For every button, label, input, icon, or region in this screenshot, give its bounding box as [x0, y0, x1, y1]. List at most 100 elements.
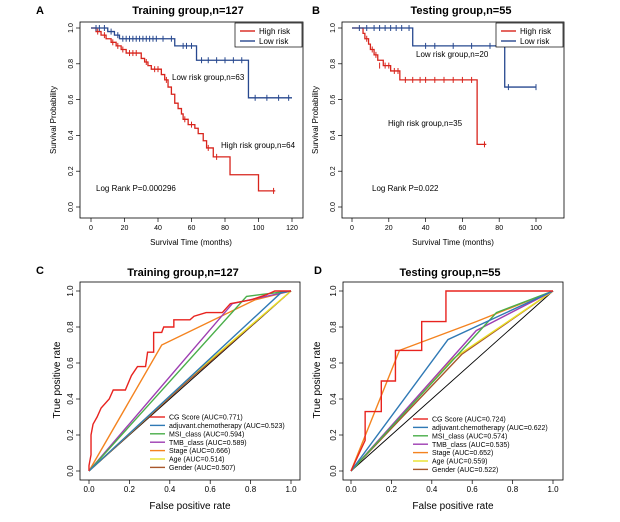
panel-a-low-risk-annotation: Low risk group,n=63 — [172, 73, 245, 82]
panel-c-x-tick-label: 0.8 — [245, 485, 257, 494]
panel-a-km-curve-low-risk — [91, 27, 292, 99]
panel-b: B Testing group,n=55 0 20 40 60 80 100 0.0 0.2… — [311, 5, 565, 247]
panel-d-roc-curve-adjuvant-chemotherapy — [350, 290, 554, 472]
panel-b-low-risk-annotation: Low risk group,n=20 — [416, 50, 489, 59]
panel-d-y-tick-label: 0.0 — [329, 465, 338, 477]
panel-b-x-tick-label: 40 — [422, 225, 430, 232]
panel-d-y-label: True positive rate — [312, 341, 323, 418]
panel-letter-a: A — [36, 5, 44, 17]
panel-a-x-tick-label: 100 — [253, 225, 265, 232]
panel-d: D Testing group,n=55 0.0 0.2 0.4 0.6 0.8 1.0 … — [312, 265, 564, 512]
panel-a-log-rank: Log Rank P=0.000296 — [96, 184, 176, 193]
panel-a-y-tick-label: 1.0 — [68, 23, 75, 33]
panel-d-y-tick-label: 0.2 — [329, 429, 338, 441]
panel-b-legend-low: Low risk — [520, 37, 550, 46]
panel-a-legend-high: High risk — [259, 27, 291, 36]
panel-b-y-tick-label: 0.2 — [330, 166, 337, 176]
panel-a-y-axis: 0.0 0.2 0.4 0.6 0.8 1.0 — [68, 23, 80, 212]
panel-b-legend-high: High risk — [520, 27, 552, 36]
panel-a-x-tick-label: 80 — [221, 225, 229, 232]
panel-c-y-axis: 0.0 0.2 0.4 0.6 0.8 1.0 — [66, 285, 80, 477]
panel-d-x-tick-label: 0.0 — [345, 485, 357, 494]
panel-b-title: Testing group,n=55 — [411, 5, 512, 17]
panel-d-y-tick-label: 0.8 — [329, 321, 338, 333]
panel-a-y-tick-label: 0.0 — [68, 202, 75, 212]
panel-a-y-tick-label: 0.8 — [68, 59, 75, 69]
panel-d-x-axis: 0.0 0.2 0.4 0.6 0.8 1.0 — [345, 480, 559, 494]
panel-c-y-tick-label: 0.4 — [66, 393, 75, 405]
panel-c-legend-label-stage: Stage (AUC=0.666) — [169, 448, 230, 455]
panel-c-y-tick-label: 0.2 — [66, 429, 75, 441]
panel-b-x-label: Survival Time (months) — [412, 238, 494, 247]
panel-letter-b: B — [312, 5, 320, 17]
panel-a-x-tick-label: 0 — [89, 225, 93, 232]
panel-d-roc-curve-tmb-class — [350, 290, 554, 472]
panel-b-x-tick-label: 80 — [495, 225, 503, 232]
panel-d-series — [350, 290, 554, 472]
panel-letter-c: C — [36, 265, 44, 277]
panel-a-x-axis: 0 20 40 60 80 100 120 — [89, 218, 298, 232]
panel-c-y-label: True positive rate — [52, 341, 63, 418]
panel-a-x-tick-label: 20 — [121, 225, 129, 232]
panel-c-y-tick-label: 0.6 — [66, 357, 75, 369]
panel-c-legend-label-tmb-class: TMB_class (AUC=0.589) — [169, 440, 247, 447]
panel-d-y-axis: 0.0 0.2 0.4 0.6 0.8 1.0 — [329, 285, 343, 477]
panel-b-x-tick-label: 20 — [385, 225, 393, 232]
panel-d-roc-curve-cg-score — [350, 290, 553, 472]
panel-a-title: Training group,n=127 — [132, 5, 244, 17]
panel-a-series — [91, 25, 292, 194]
panel-b-x-axis: 0 20 40 60 80 100 — [350, 218, 542, 232]
panel-b-high-risk-annotation: High risk group,n=35 — [388, 119, 463, 128]
panel-d-x-tick-label: 1.0 — [547, 485, 559, 494]
panel-d-legend-label-gender: Gender (AUC=0.522) — [432, 467, 498, 474]
panel-d-legend-label-cg-score: CG Score (AUC=0.724) — [432, 417, 506, 424]
panel-c-legend-label-adjuvant-chemotherapy: adjuvant.chemotherapy (AUC=0.523) — [169, 423, 285, 430]
panel-c-x-tick-label: 0.0 — [83, 485, 95, 494]
panel-c: C Training group,n=127 0.0 0.2 0.4 0.6 0.8 1.… — [36, 265, 301, 512]
panel-b-legend: High risk Low risk — [495, 22, 564, 48]
panel-d-x-tick-label: 0.4 — [426, 485, 438, 494]
panel-b-x-tick-label: 0 — [350, 225, 354, 232]
panel-c-legend-label-cg-score: CG Score (AUC=0.771) — [169, 415, 243, 422]
panel-b-y-tick-label: 1.0 — [330, 23, 337, 33]
panel-c-y-tick-label: 0.0 — [66, 465, 75, 477]
panel-b-km-curve-low-risk — [352, 27, 536, 88]
panel-letter-d: D — [314, 265, 322, 277]
panel-a-legend: High risk Low risk — [234, 22, 303, 48]
panel-b-series — [352, 25, 537, 148]
panel-d-y-tick-label: 0.6 — [329, 357, 338, 369]
panel-b-x-tick-label: 60 — [459, 225, 467, 232]
panel-c-x-axis: 0.0 0.2 0.4 0.6 0.8 1.0 — [83, 480, 297, 494]
panel-a-km-curve-high-risk — [91, 27, 276, 192]
panel-a-x-tick-label: 40 — [154, 225, 162, 232]
panel-a-x-tick-label: 120 — [286, 225, 298, 232]
panel-b-plot-frame — [341, 21, 565, 219]
panel-c-x-tick-label: 0.2 — [124, 485, 136, 494]
panel-a-y-tick-label: 0.6 — [68, 95, 75, 105]
panel-d-x-tick-label: 0.2 — [386, 485, 398, 494]
panel-c-legend-label-age: Age (AUC=0.514) — [169, 457, 224, 464]
panel-c-roc-curve-cg-score — [88, 290, 291, 471]
panel-a-high-risk-annotation: High risk group,n=64 — [221, 141, 296, 150]
panel-d-legend-label-tmb-class: TMB_class (AUC=0.535) — [432, 442, 510, 449]
panel-b-log-rank: Log Rank P=0.022 — [372, 184, 439, 193]
panel-d-y-tick-label: 0.4 — [329, 393, 338, 405]
panel-d-diagonal-reference — [350, 290, 554, 472]
panel-a-y-label: Survival Probability — [49, 86, 58, 154]
panel-c-x-tick-label: 0.6 — [205, 485, 217, 494]
panel-d-x-tick-label: 0.8 — [507, 485, 519, 494]
panel-c-title: Training group,n=127 — [127, 267, 239, 279]
panel-b-y-label: Survival Probability — [311, 86, 320, 154]
panel-d-legend-label-stage: Stage (AUC=0.652) — [432, 450, 493, 457]
panel-c-x-label: False positive rate — [149, 501, 231, 512]
panel-d-title: Testing group,n=55 — [400, 267, 501, 279]
panel-c-legend: CG Score (AUC=0.771)adjuvant.chemotherap… — [150, 415, 285, 472]
panel-d-y-tick-label: 1.0 — [329, 285, 338, 297]
panel-a-y-tick-label: 0.2 — [68, 166, 75, 176]
panel-a-x-tick-label: 60 — [188, 225, 196, 232]
panel-a: A Training group,n=127 0 20 40 60 80 100 120 0… — [36, 5, 304, 247]
panel-a-x-label: Survival Time (months) — [150, 238, 232, 247]
panel-c-legend-label-gender: Gender (AUC=0.507) — [169, 465, 235, 472]
panel-c-roc-curve-msi-class — [88, 290, 292, 472]
